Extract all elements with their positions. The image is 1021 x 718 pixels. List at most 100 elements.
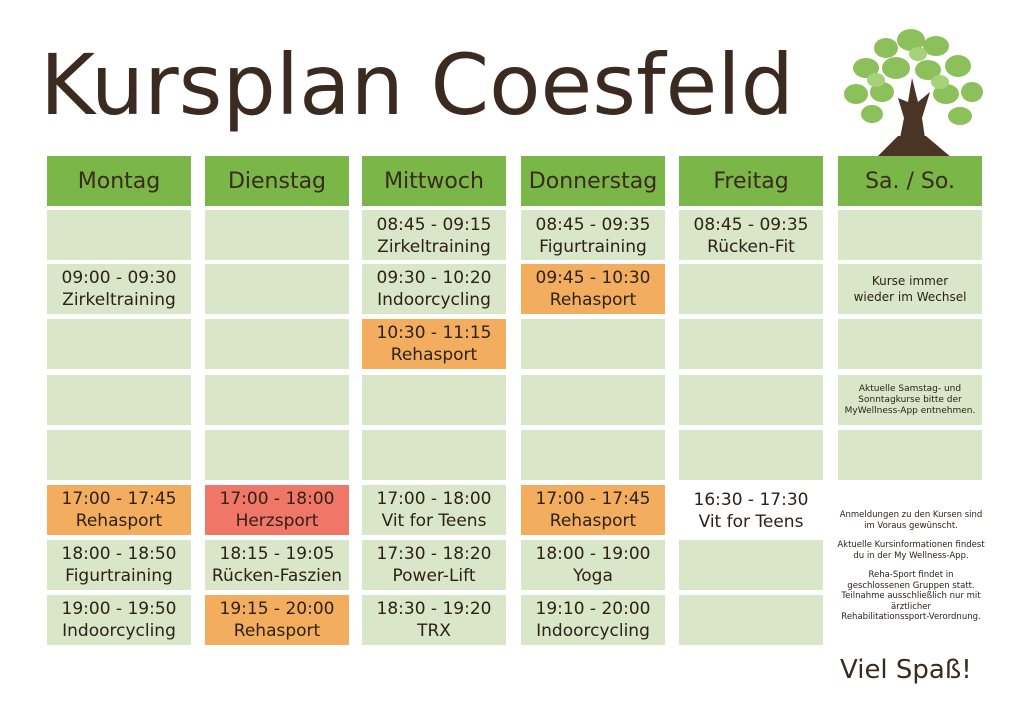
day-header-weekend: Sa. / So. xyxy=(838,156,982,206)
slot-mittwoch-4 xyxy=(362,375,506,425)
slot-freitag-2 xyxy=(679,264,823,314)
slot-donnerstag-3 xyxy=(521,319,665,369)
course-time: 08:45 - 09:35 xyxy=(535,215,651,235)
weekend-note-app: Aktuelle Samstag- und Sonntagkurse bitte… xyxy=(838,375,982,425)
slot-montag-3 xyxy=(47,319,191,369)
tree-icon xyxy=(844,29,983,158)
column-montag: Montag 09:00 - 09:30 Zirkeltraining 17:0… xyxy=(47,156,191,645)
course-name: Rehasport xyxy=(75,511,163,531)
course-time: 18:30 - 19:20 xyxy=(376,599,492,619)
course-name: Zirkeltraining xyxy=(62,290,176,310)
course-time: 18:00 - 18:50 xyxy=(61,544,177,564)
course-time: 09:00 - 09:30 xyxy=(61,268,177,288)
course-name: Power-Lift xyxy=(392,566,476,586)
course-name: Herzsport xyxy=(235,511,319,531)
course-cell: 08:45 - 09:15 Zirkeltraining xyxy=(362,210,506,260)
slot-freitag-5 xyxy=(679,430,823,480)
course-time: 19:10 - 20:00 xyxy=(535,599,651,619)
column-dienstag: Dienstag 17:00 - 18:00 Herzsport 18:15 -… xyxy=(205,156,349,645)
course-cell: 17:00 - 18:00 Vit for Teens xyxy=(362,485,506,535)
course-cell: 17:00 - 17:45 Rehasport xyxy=(521,485,665,535)
course-name: Rücken-Fit xyxy=(707,237,795,257)
course-cell: 08:45 - 09:35 Figurtraining xyxy=(521,210,665,260)
course-cell: 16:30 - 17:30 Vit for Teens xyxy=(679,485,823,535)
course-cell: 18:30 - 19:20 TRX xyxy=(362,595,506,645)
column-weekend: Sa. / So. Kurse immer wieder im Wechsel … xyxy=(838,156,982,480)
course-cell: 09:45 - 10:30 Rehasport xyxy=(521,264,665,314)
course-cell: 19:10 - 20:00 Indoorcycling xyxy=(521,595,665,645)
course-cell: 17:30 - 18:20 Power-Lift xyxy=(362,540,506,590)
course-time: 09:45 - 10:30 xyxy=(535,268,651,288)
course-time: 19:00 - 19:50 xyxy=(61,599,177,619)
course-cell: 17:00 - 17:45 Rehasport xyxy=(47,485,191,535)
course-name: Rehasport xyxy=(549,511,637,531)
slot-freitag-3 xyxy=(679,319,823,369)
course-time: 08:45 - 09:35 xyxy=(693,215,809,235)
course-name: Figurtraining xyxy=(539,237,647,257)
course-name: Yoga xyxy=(573,566,613,586)
day-header-dienstag: Dienstag xyxy=(205,156,349,206)
course-name: Indoorcycling xyxy=(377,290,491,310)
slot-montag-5 xyxy=(47,430,191,480)
slot-freitag-8 xyxy=(679,595,823,645)
course-time: 10:30 - 11:15 xyxy=(376,323,492,343)
day-header-mittwoch: Mittwoch xyxy=(362,156,506,206)
course-time: 18:00 - 19:00 xyxy=(535,544,651,564)
course-name: Figurtraining xyxy=(65,566,173,586)
course-name: Indoorcycling xyxy=(536,621,650,641)
slot-montag-1 xyxy=(47,210,191,260)
course-time: 16:30 - 17:30 xyxy=(693,490,809,510)
course-cell: 19:15 - 20:00 Rehasport xyxy=(205,595,349,645)
course-name: Vit for Teens xyxy=(698,512,804,532)
info-app: Aktuelle Kursinformationen findest du in… xyxy=(837,540,985,561)
slot-dienstag-5 xyxy=(205,430,349,480)
course-name: Rehasport xyxy=(233,621,321,641)
slot-weekend-3 xyxy=(838,319,982,369)
info-notes: Anmeldungen zu den Kursen sind im Voraus… xyxy=(836,510,986,632)
course-time: 17:00 - 17:45 xyxy=(535,489,651,509)
info-registration: Anmeldungen zu den Kursen sind im Voraus… xyxy=(839,510,983,531)
course-name: Zirkeltraining xyxy=(377,237,491,257)
course-cell: 18:15 - 19:05 Rücken-Faszien xyxy=(205,540,349,590)
course-time: 19:15 - 20:00 xyxy=(219,599,335,619)
course-cell: 18:00 - 18:50 Figurtraining xyxy=(47,540,191,590)
slot-weekend-5 xyxy=(838,430,982,480)
slot-dienstag-2 xyxy=(205,264,349,314)
course-cell: 18:00 - 19:00 Yoga xyxy=(521,540,665,590)
slot-dienstag-4 xyxy=(205,375,349,425)
course-time: 09:30 - 10:20 xyxy=(376,268,492,288)
course-cell: 09:30 - 10:20 Indoorcycling xyxy=(362,264,506,314)
day-header-montag: Montag xyxy=(47,156,191,206)
course-cell: 09:00 - 09:30 Zirkeltraining xyxy=(47,264,191,314)
slot-dienstag-3 xyxy=(205,319,349,369)
page-title: Kursplan Coesfeld xyxy=(40,36,794,134)
course-name: TRX xyxy=(417,621,451,641)
info-reha: Reha-Sport findet in geschlossenen Grupp… xyxy=(841,570,981,622)
course-name: Rehasport xyxy=(390,345,478,365)
slot-dienstag-1 xyxy=(205,210,349,260)
course-cell: 19:00 - 19:50 Indoorcycling xyxy=(47,595,191,645)
slot-mittwoch-5 xyxy=(362,430,506,480)
course-time: 08:45 - 09:15 xyxy=(376,215,492,235)
course-name: Rücken-Faszien xyxy=(211,566,343,586)
course-cell: 17:00 - 18:00 Herzsport xyxy=(205,485,349,535)
slot-donnerstag-5 xyxy=(521,430,665,480)
column-mittwoch: Mittwoch 08:45 - 09:15 Zirkeltraining 09… xyxy=(362,156,506,645)
course-time: 17:00 - 18:00 xyxy=(376,489,492,509)
course-time: 17:30 - 18:20 xyxy=(376,544,492,564)
slot-freitag-7 xyxy=(679,540,823,590)
footer-greeting: Viel Spaß! xyxy=(840,655,972,685)
slot-freitag-4 xyxy=(679,375,823,425)
course-time: 17:00 - 17:45 xyxy=(61,489,177,509)
course-name: Vit for Teens xyxy=(381,511,487,531)
day-header-freitag: Freitag xyxy=(679,156,823,206)
course-time: 18:15 - 19:05 xyxy=(219,544,335,564)
course-time: 17:00 - 18:00 xyxy=(219,489,335,509)
day-header-donnerstag: Donnerstag xyxy=(521,156,665,206)
slot-montag-4 xyxy=(47,375,191,425)
course-name: Indoorcycling xyxy=(62,621,176,641)
column-donnerstag: Donnerstag 08:45 - 09:35 Figurtraining 0… xyxy=(521,156,665,645)
slot-donnerstag-4 xyxy=(521,375,665,425)
column-freitag: Freitag 08:45 - 09:35 Rücken-Fit 16:30 -… xyxy=(679,156,823,645)
course-name: Rehasport xyxy=(549,290,637,310)
